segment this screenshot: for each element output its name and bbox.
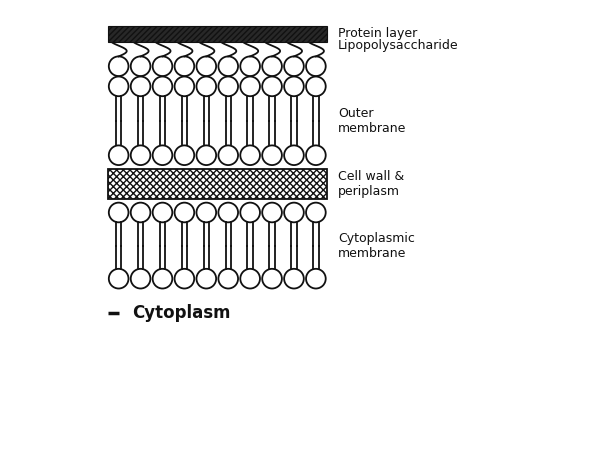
Bar bbox=[107, 169, 327, 199]
Text: Outer
membrane: Outer membrane bbox=[338, 107, 406, 135]
Text: Lipopolysaccharide: Lipopolysaccharide bbox=[338, 39, 458, 52]
Text: Cytoplasm: Cytoplasm bbox=[132, 304, 231, 322]
Text: Protein layer: Protein layer bbox=[338, 27, 417, 40]
Text: Cytoplasmic
membrane: Cytoplasmic membrane bbox=[338, 232, 415, 260]
Text: Cell wall &
periplasm: Cell wall & periplasm bbox=[338, 170, 404, 198]
Bar bbox=[107, 26, 327, 42]
